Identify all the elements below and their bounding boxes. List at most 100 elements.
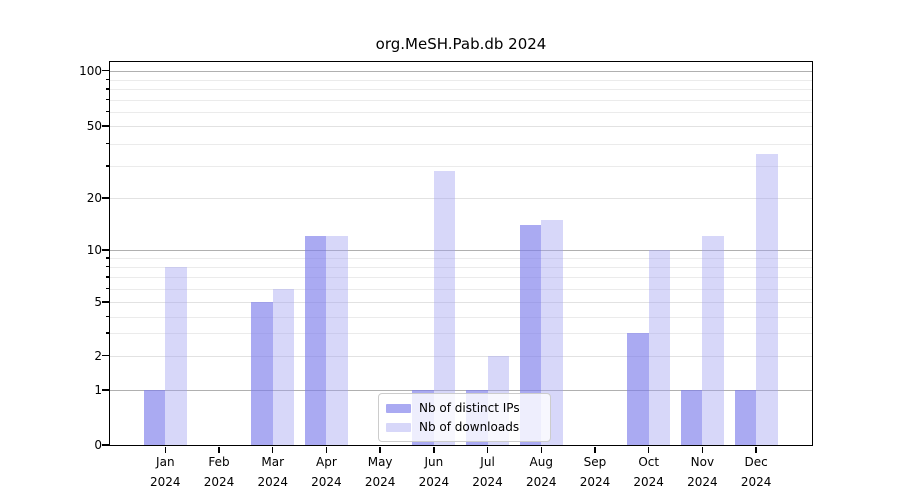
bar-downloads-apr <box>326 236 348 445</box>
gridline-y-70 <box>110 99 812 101</box>
legend-label-downloads: Nb of downloads <box>419 420 520 434</box>
y-tick-label-10: 10 <box>86 243 102 257</box>
legend: Nb of distinct IPs Nb of downloads <box>378 393 551 442</box>
y-minor-tick-60 <box>106 110 110 113</box>
y-tick-label-100: 100 <box>79 63 102 78</box>
x-tick-label-nov: Nov 2024 <box>675 453 729 492</box>
bar-distinct-ips-aug <box>519 224 542 445</box>
y-tick-10 <box>102 249 109 251</box>
x-tick-label-jun: Jun 2024 <box>407 453 461 492</box>
gridline-y-50 <box>110 126 812 127</box>
bar-distinct-ips-jan <box>143 390 166 445</box>
bar-distinct-ips-oct <box>627 333 649 445</box>
x-tick-label-apr: Apr 2024 <box>299 453 353 492</box>
bar-downloads-dec <box>756 153 778 445</box>
x-tick-sep <box>594 446 596 453</box>
x-tick-jan <box>164 446 167 453</box>
x-tick-jun <box>433 446 435 453</box>
x-tick-feb <box>218 446 220 453</box>
gridline-y-80 <box>110 89 812 90</box>
x-tick-dec <box>755 446 757 453</box>
gridline-y-90 <box>110 79 812 81</box>
legend-label-distinct-ips: Nb of distinct IPs <box>419 401 520 415</box>
y-tick-5 <box>102 301 109 303</box>
x-tick-year-apr: 2024 <box>311 474 342 489</box>
x-tick-oct <box>647 446 650 453</box>
y-tick-0 <box>102 444 109 446</box>
gridline-y-30 <box>110 166 812 167</box>
gridline-y-8 <box>110 266 812 268</box>
x-tick-mar <box>271 446 274 453</box>
x-tick-label-dec: Dec 2024 <box>729 453 783 492</box>
y-tick-100 <box>102 69 109 72</box>
y-minor-tick-7 <box>106 276 110 278</box>
legend-item-downloads: Nb of downloads <box>386 420 542 434</box>
x-tick-year-nov: 2024 <box>687 474 718 489</box>
x-tick-year-jan: 2024 <box>150 474 181 489</box>
x-tick-may <box>379 446 381 453</box>
bar-distinct-ips-nov <box>680 390 703 445</box>
y-tick-50 <box>102 125 109 127</box>
x-tick-aug <box>540 446 543 453</box>
legend-swatch-downloads <box>386 422 411 432</box>
gridline-y-9 <box>110 258 812 259</box>
gridline-y-7 <box>110 277 812 278</box>
x-tick-year-dec: 2024 <box>740 474 772 489</box>
y-minor-tick-30 <box>106 165 110 167</box>
bar-distinct-ips-mar <box>251 302 273 445</box>
x-tick-year-oct: 2024 <box>633 474 664 489</box>
x-tick-label-jul: Jul 2024 <box>461 453 515 492</box>
y-tick-1 <box>102 389 109 391</box>
plot-area <box>110 62 812 445</box>
bar-downloads-nov <box>702 236 724 445</box>
bar-downloads-oct <box>648 250 671 445</box>
bar-downloads-jan <box>165 266 187 445</box>
y-tick-label-50: 50 <box>86 119 102 133</box>
x-tick-label-oct: Oct 2024 <box>622 453 676 492</box>
x-tick-year-may: 2024 <box>364 474 396 489</box>
bar-downloads-aug <box>541 219 563 445</box>
x-tick-label-may: May 2024 <box>353 453 407 492</box>
y-minor-tick-8 <box>106 265 110 268</box>
gridline-y-60 <box>110 111 812 113</box>
bar-distinct-ips-dec <box>734 390 757 445</box>
y-tick-20 <box>102 197 109 199</box>
x-tick-year-feb: 2024 <box>203 474 235 489</box>
x-tick-label-feb: Feb 2024 <box>192 453 246 492</box>
y-minor-tick-90 <box>106 78 110 81</box>
x-tick-label-sep: Sep 2024 <box>568 453 622 492</box>
gridline-y-1 <box>110 390 812 391</box>
x-tick-year-jul: 2024 <box>472 474 503 489</box>
chart-title: org.MeSH.Pab.db 2024 <box>375 35 547 53</box>
x-tick-label-mar: Mar 2024 <box>246 453 300 492</box>
plot-border <box>108 60 813 446</box>
y-minor-tick-40 <box>106 142 110 145</box>
y-minor-tick-80 <box>106 88 110 90</box>
gridline-y-5 <box>110 302 812 303</box>
x-tick-apr <box>325 446 328 453</box>
y-minor-tick-70 <box>106 98 110 101</box>
x-tick-label-aug: Aug 2024 <box>514 453 568 492</box>
legend-item-distinct-ips: Nb of distinct IPs <box>386 401 542 415</box>
y-minor-tick-9 <box>106 257 110 259</box>
x-tick-nov <box>701 446 704 453</box>
legend-swatch-distinct-ips <box>386 403 411 413</box>
gridline-y-2 <box>110 355 812 357</box>
y-tick-label-20: 20 <box>86 191 102 205</box>
x-tick-label-jan: Jan 2024 <box>138 453 192 492</box>
gridline-y-20 <box>110 198 812 199</box>
x-tick-year-sep: 2024 <box>579 474 611 489</box>
y-tick-label-5: 5 <box>94 295 102 309</box>
bar-downloads-mar <box>272 288 295 445</box>
y-minor-tick-4 <box>106 315 110 318</box>
y-tick-label-1: 1 <box>94 383 102 397</box>
gridline-y-3 <box>110 333 812 334</box>
gridline-y-40 <box>110 143 812 145</box>
y-tick-label-2: 2 <box>94 348 102 363</box>
y-tick-2 <box>102 354 109 357</box>
x-tick-jul <box>486 446 489 453</box>
gridline-y-10 <box>110 250 812 251</box>
gridline-y-6 <box>110 288 812 290</box>
x-tick-year-jun: 2024 <box>418 474 450 489</box>
